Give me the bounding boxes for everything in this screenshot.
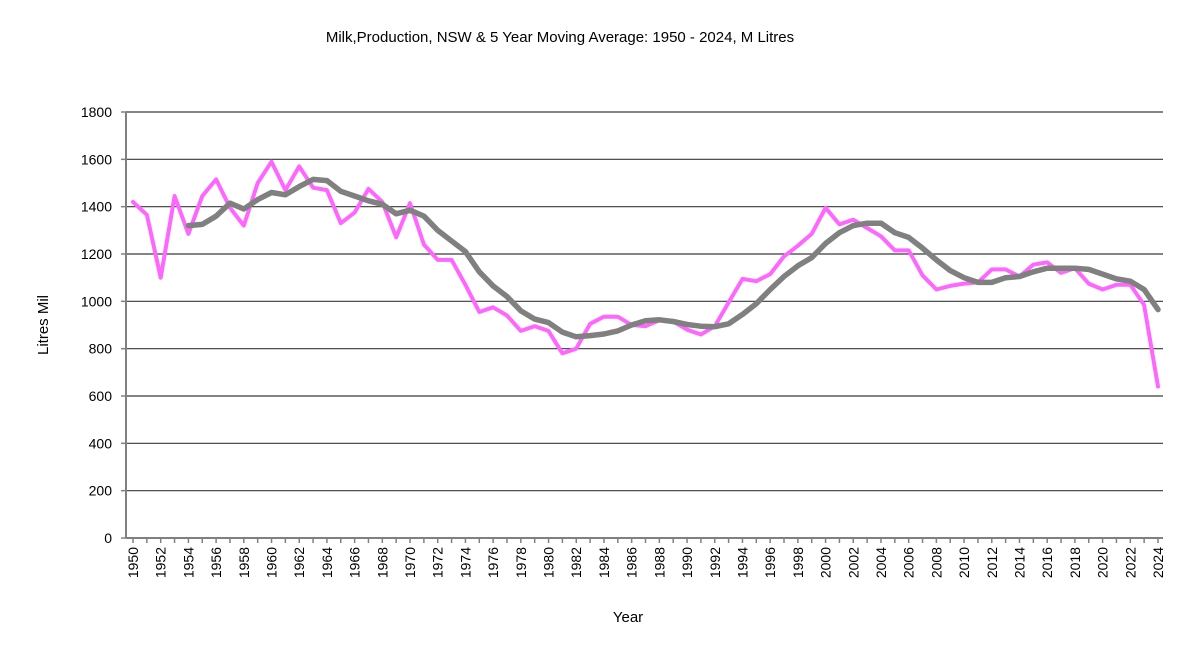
series-line-moving-average — [185, 176, 1161, 340]
x-tick-label: 2020 — [1095, 547, 1111, 578]
x-tick-label: 1962 — [291, 547, 307, 578]
x-tick-label: 1986 — [624, 547, 640, 578]
x-tick-label: 1992 — [707, 547, 723, 578]
x-tick-label: 2022 — [1122, 547, 1138, 578]
x-tick-label: 1952 — [153, 547, 169, 578]
x-tick-label: 1964 — [319, 547, 335, 578]
x-tick-label: 1956 — [208, 547, 224, 578]
x-tick-label: 1954 — [180, 547, 196, 578]
chart-title: Milk,Production, NSW & 5 Year Moving Ave… — [326, 29, 794, 46]
x-tick-label: 2016 — [1039, 547, 1055, 578]
x-tick-label: 1978 — [513, 547, 529, 578]
x-tick-labels: 1950 1952 1954 1956 1958 1960 1962 1964 1966 1968… — [125, 547, 1166, 578]
y-tick-label: 1400 — [81, 199, 112, 215]
y-tick-label: 1200 — [81, 246, 112, 262]
x-tick-label: 2018 — [1067, 547, 1083, 578]
y-tick-label: 800 — [89, 341, 113, 357]
x-tick-label: 1966 — [347, 547, 363, 578]
x-tick-label: 1996 — [762, 547, 778, 578]
x-tick-label: 1984 — [596, 547, 612, 578]
x-tick-label: 1970 — [402, 547, 418, 578]
y-tick-label: 1800 — [81, 104, 112, 120]
x-tick-label: 2000 — [818, 547, 834, 578]
x-tick-label: 1990 — [679, 547, 695, 578]
x-tick-label: 2002 — [845, 547, 861, 578]
x-tick-label: 1958 — [236, 547, 252, 578]
y-tick-label: 400 — [89, 435, 113, 451]
x-tick-label: 2008 — [928, 547, 944, 578]
x-tick-label: 1972 — [430, 547, 446, 578]
x-tick-label: 1968 — [374, 547, 390, 578]
x-tick-label: 1998 — [790, 547, 806, 578]
gridlines — [126, 111, 1163, 492]
x-tick-label: 2004 — [873, 547, 889, 578]
y-tick-label: 200 — [89, 483, 113, 499]
axes — [121, 111, 1163, 543]
y-axis-title: Litres Mil — [35, 295, 52, 355]
x-tick-label: 2006 — [901, 547, 917, 578]
x-tick-label: 2014 — [1011, 547, 1027, 578]
x-tick-label: 1994 — [734, 547, 750, 578]
x-tick-label: 1988 — [651, 547, 667, 578]
x-tick-label: 1960 — [264, 547, 280, 578]
y-tick-labels: 0 200 400 600 800 1000 1200 1400 1600 1800 — [81, 104, 112, 546]
series-lines — [131, 159, 1161, 389]
y-tick-label: 0 — [104, 530, 112, 546]
series-line-annual-production — [131, 159, 1160, 389]
x-tick-label: 1950 — [125, 547, 141, 578]
x-tick-label: 1974 — [457, 547, 473, 578]
y-tick-label: 1000 — [81, 293, 112, 309]
x-tick-label: 2010 — [956, 547, 972, 578]
y-tick-label: 1600 — [81, 151, 112, 167]
x-axis-title: Year — [613, 609, 643, 626]
x-tick-label: 1982 — [568, 547, 584, 578]
x-tick-label: 1980 — [541, 547, 557, 578]
x-tick-label: 1976 — [485, 547, 501, 578]
x-tick-label: 2024 — [1150, 547, 1166, 578]
x-tick-label: 2012 — [984, 547, 1000, 578]
y-tick-label: 600 — [89, 388, 113, 404]
